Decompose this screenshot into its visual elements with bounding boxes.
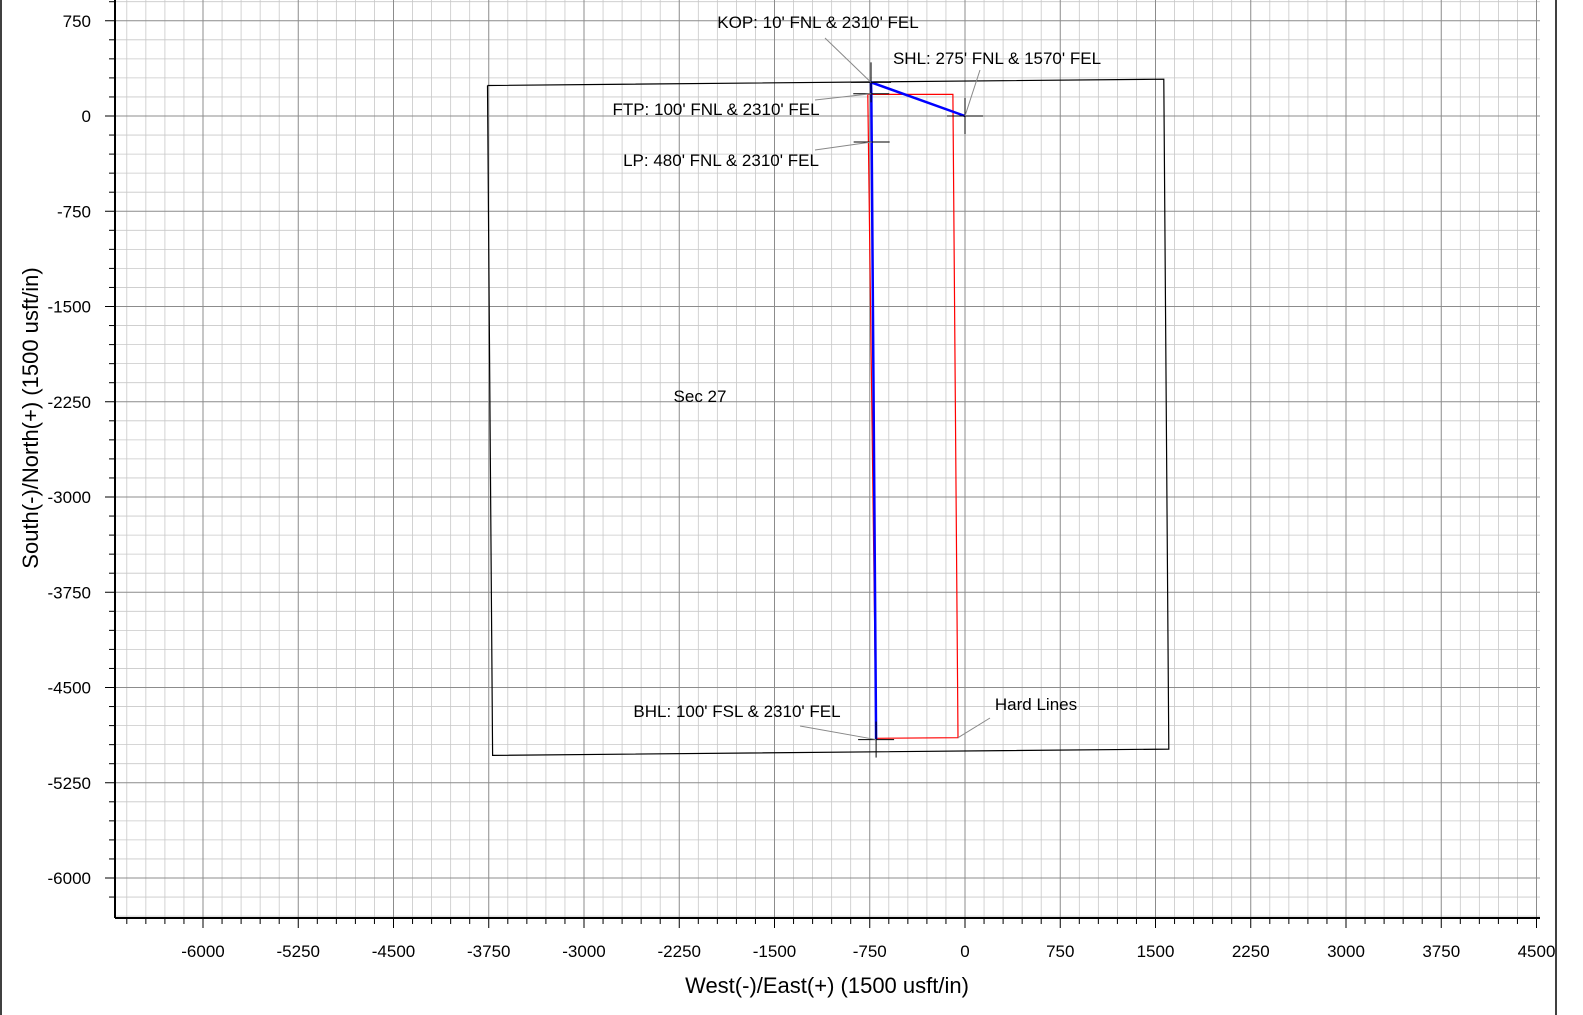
bhl-label: BHL: 100' FSL & 2310' FEL	[633, 702, 840, 721]
shl-label: SHL: 275' FNL & 1570' FEL	[893, 49, 1101, 68]
y-tick-label: -2250	[48, 393, 91, 412]
x-tick-label: -4500	[372, 942, 415, 961]
section-label: Sec 27	[674, 387, 727, 406]
leader-line	[814, 141, 872, 151]
lp-label: LP: 480' FNL & 2310' FEL	[623, 151, 819, 170]
x-tick-labels: -6000 -5250 -4500 -3750 -3000 -2250 -1500 -750 0…	[181, 942, 1555, 961]
x-tick-label: -1500	[753, 942, 796, 961]
x-tick-label: -5250	[277, 942, 320, 961]
x-tick-label: -3000	[562, 942, 605, 961]
section-outline	[486, 78, 1170, 757]
y-tick-label: -1500	[48, 298, 91, 317]
leader-line	[964, 69, 981, 117]
x-tick-label: 0	[960, 942, 969, 961]
y-tick-label: -750	[57, 202, 91, 221]
hard-lines	[867, 93, 959, 739]
plot-shapes	[486, 62, 1170, 758]
x-axis-title: West(-)/East(+) (1500 usft/in)	[685, 973, 969, 998]
y-tick-label: -3750	[48, 583, 91, 602]
x-tick-label: -3750	[467, 942, 510, 961]
y-tick-label: 750	[63, 12, 91, 31]
annotations: KOP: 10' FNL & 2310' FEL SHL: 275' FNL & …	[612, 13, 1101, 721]
tick-marks	[105, 1, 1537, 928]
wellpath-line	[869, 80, 966, 740]
annotation-leaders	[799, 37, 991, 741]
y-tick-labels: 750 0 -750 -1500 -2250 -3000 -3750 -4500 -5250 -6…	[48, 12, 91, 888]
leader-line	[824, 37, 872, 83]
x-tick-label: 2250	[1232, 942, 1270, 961]
hard-lines-label: Hard Lines	[995, 695, 1077, 714]
ftp-label: FTP: 100' FNL & 2310' FEL	[612, 100, 819, 119]
x-tick-label: 1500	[1137, 942, 1175, 961]
y-tick-label: -4500	[48, 679, 91, 698]
y-tick-label: -5250	[48, 774, 91, 793]
y-axis-title: South(-)/North(+) (1500 usft/in)	[18, 267, 43, 568]
kop-label: KOP: 10' FNL & 2310' FEL	[717, 13, 918, 32]
x-tick-label: 3000	[1327, 942, 1365, 961]
leader-line	[957, 717, 991, 739]
x-tick-label: -750	[853, 942, 887, 961]
x-tick-label: 750	[1046, 942, 1074, 961]
x-tick-label: -2250	[658, 942, 701, 961]
leader-line	[814, 93, 872, 101]
minor-grid	[115, 0, 1540, 918]
leader-line	[799, 725, 877, 741]
x-tick-label: 3750	[1422, 942, 1460, 961]
major-grid	[115, 0, 1540, 918]
y-tick-label: -3000	[48, 488, 91, 507]
y-tick-label: -6000	[48, 869, 91, 888]
y-tick-label: 0	[82, 107, 91, 126]
x-tick-label: -6000	[181, 942, 224, 961]
x-tick-label: 4500	[1518, 942, 1556, 961]
